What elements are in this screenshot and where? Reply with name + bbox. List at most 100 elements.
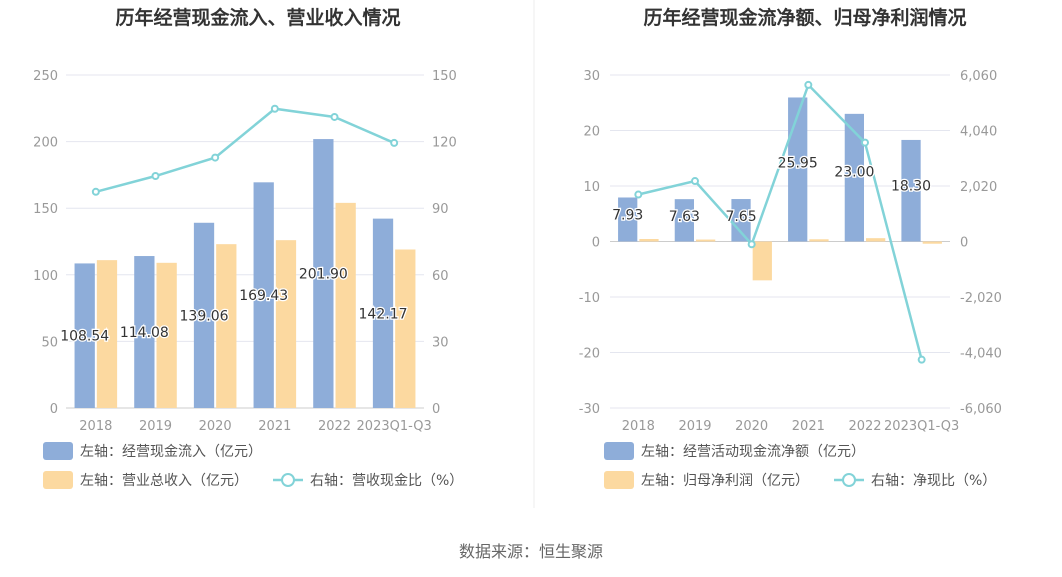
bar-primary [134, 256, 155, 408]
bar-value-label: 114.08 [120, 325, 169, 341]
bar-value-label: 139.06 [180, 308, 229, 324]
ratio-line-point [211, 153, 220, 162]
x-axis-category-label: 2022 [848, 419, 881, 434]
chart-title: 历年经营现金流入、营业收入情况 [115, 6, 400, 29]
bar-value-label: 18.30 [891, 179, 931, 195]
right-axis-tick-label: 30 [432, 335, 449, 350]
left-axis-tick-label: -20 [579, 347, 600, 362]
left-axis-tick-label: 20 [583, 125, 600, 140]
left-axis-tick-label: -30 [579, 402, 600, 417]
bar-secondary [809, 239, 829, 242]
right-axis-tick-label: 90 [432, 202, 449, 217]
bar-value-label: 7.65 [725, 209, 756, 225]
chart-title: 历年经营现金流净额、归母净利润情况 [643, 6, 966, 29]
right-axis-tick-label: -2,020 [960, 291, 1002, 306]
x-axis-category-label: 2021 [792, 419, 825, 434]
cash-inflow-revenue-chart: 历年经营现金流入、营业收入情况 0 50 100 150 200 250 0 30 60 90 120… [33, 6, 463, 489]
legend-swatch-bar [43, 471, 73, 489]
left-axis-tick-label: 10 [583, 180, 600, 195]
legend-swatch-bar [604, 442, 634, 460]
legend-label: 右轴：净现比（%） [871, 473, 996, 489]
ratio-line-point [390, 138, 399, 147]
ratio-line-point [634, 190, 643, 199]
right-axis-tick-label: 150 [432, 69, 457, 84]
right-axis-tick-label: 2,020 [960, 180, 997, 195]
bar-value-label: 142.17 [359, 306, 408, 322]
ratio-line-point [91, 187, 100, 196]
bar-secondary [96, 260, 118, 408]
ratio-line [95, 107, 395, 193]
bar-primary [731, 199, 751, 242]
bar-primary [844, 113, 864, 242]
x-axis-category-label: 2019 [678, 419, 711, 434]
x-axis-category-label: 2018 [79, 419, 112, 434]
x-axis-category-label: 2019 [139, 419, 172, 434]
ratio-line-point [691, 177, 699, 186]
right-axis-tick-label: 60 [432, 269, 449, 284]
ratio-line-point [330, 112, 339, 121]
bar-secondary [922, 241, 942, 244]
bar-secondary [696, 239, 716, 242]
ratio-line-point [747, 240, 756, 249]
right-axis-tick-label: 4,040 [960, 125, 997, 140]
legend-label: 左轴：经营现金流入（亿元） [80, 444, 262, 460]
ratio-line-point [917, 355, 926, 364]
x-axis-category-label: 2023Q1-Q3 [884, 419, 959, 434]
right-axis-tick-label: -6,060 [960, 402, 1002, 417]
ratio-line-point [151, 172, 160, 181]
bar-primary [901, 139, 921, 242]
right-axis-tick-label: 0 [432, 402, 440, 417]
x-axis-category-label: 2018 [622, 419, 655, 434]
right-axis-tick-label: 6,060 [960, 69, 997, 84]
bar-secondary [866, 238, 886, 242]
x-axis-category-label: 2022 [318, 419, 351, 434]
x-axis-category-label: 2021 [258, 419, 291, 434]
bar-primary [674, 199, 694, 242]
bar-secondary [639, 239, 659, 242]
bar-primary [618, 197, 638, 242]
left-axis-tick-label: 100 [33, 269, 58, 284]
bar-value-label: 7.93 [612, 207, 643, 223]
x-axis-category-label: 2020 [735, 419, 768, 434]
bar-primary [74, 263, 95, 408]
legend-swatch-bar [604, 471, 634, 489]
bar-secondary [275, 240, 297, 408]
bar-value-label: 169.43 [239, 288, 288, 304]
ratio-line-point [861, 138, 869, 147]
ratio-line [638, 82, 923, 360]
bar-primary [788, 97, 808, 242]
bar-primary [193, 222, 215, 408]
right-axis-tick-label: 120 [432, 136, 457, 151]
left-axis-tick-label: 0 [592, 236, 600, 251]
legend-label: 左轴：经营活动现金流净额（亿元） [641, 444, 865, 460]
left-axis-tick-label: -10 [579, 291, 600, 306]
x-axis-category-label: 2020 [199, 419, 232, 434]
bar-primary [372, 218, 394, 408]
bar-value-label: 108.54 [60, 329, 109, 345]
ratio-line-point [270, 104, 279, 113]
bar-primary [313, 139, 334, 408]
legend-swatch-marker [281, 473, 295, 487]
net-cashflow-profit-chart: 历年经营现金流净额、归母净利润情况 -30 -20 -10 0 10 20 30 -6,060 -… [579, 6, 1002, 489]
bar-primary [253, 182, 274, 408]
right-axis-tick-label: -4,040 [960, 347, 1002, 362]
bar-secondary [752, 241, 772, 281]
bar-value-label: 201.90 [299, 267, 348, 283]
data-source-note: 数据来源：恒生聚源 [458, 542, 603, 561]
bar-value-label: 23.00 [834, 164, 874, 180]
legend-label: 左轴：营业总收入（亿元） [80, 473, 248, 489]
bar-secondary [156, 262, 177, 408]
left-axis-tick-label: 0 [50, 402, 58, 417]
bar-secondary [335, 202, 356, 408]
left-axis-tick-label: 50 [41, 335, 58, 350]
bar-secondary [216, 244, 237, 408]
left-axis-tick-label: 30 [583, 69, 600, 84]
legend-swatch-bar [43, 442, 73, 460]
right-axis-tick-label: 0 [960, 236, 968, 251]
ratio-line-point [804, 80, 813, 89]
legend-swatch-marker [842, 473, 856, 487]
x-axis-category-label: 2023Q1-Q3 [357, 419, 432, 434]
legend-label: 右轴：营收现金比（%） [310, 473, 463, 489]
legend-label: 左轴：归母净利润（亿元） [641, 472, 809, 489]
